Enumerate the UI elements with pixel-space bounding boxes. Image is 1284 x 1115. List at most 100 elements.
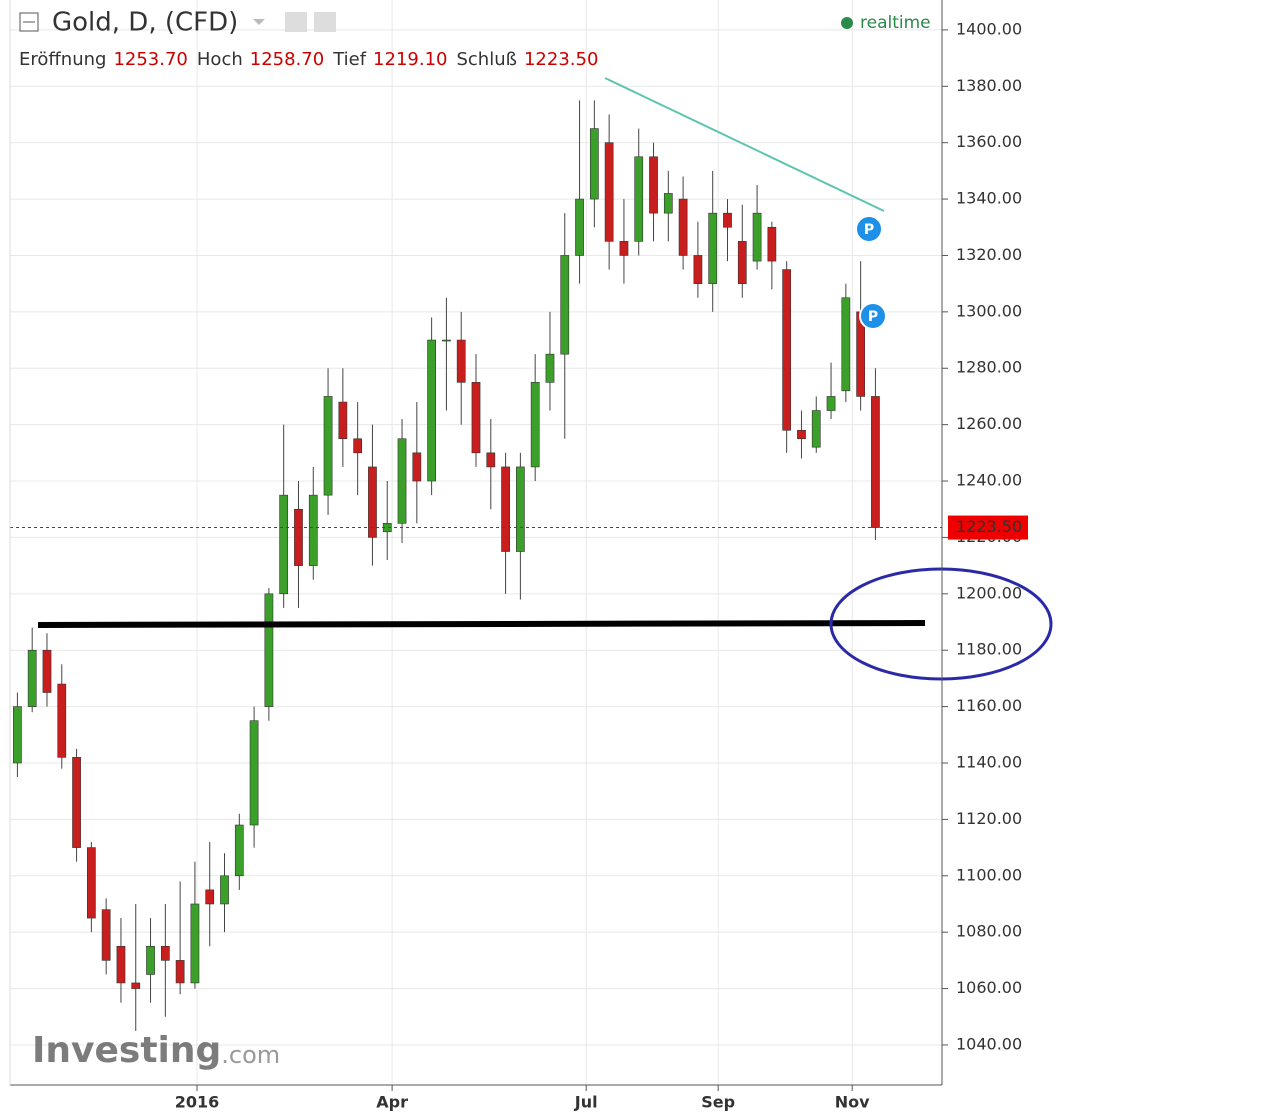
candle-body — [737, 241, 747, 284]
candle-body — [767, 226, 777, 262]
legend-label: Eröffnung — [19, 49, 106, 70]
candle-body — [708, 212, 718, 284]
legend-value: 1253.70 — [113, 49, 187, 70]
candle-body — [663, 193, 673, 214]
candle-body — [811, 410, 821, 448]
legend-value: 1258.70 — [250, 49, 324, 70]
event-marker — [859, 302, 887, 330]
chart-title: Gold, D, (CFD) — [52, 8, 238, 38]
candle-body — [205, 889, 215, 905]
event-marker-label: P — [868, 309, 878, 325]
candle-body — [101, 909, 111, 961]
y-tick-label: 1360.00 — [956, 132, 1022, 151]
candle-body — [634, 156, 644, 242]
y-tick-label: 1300.00 — [956, 301, 1022, 320]
eye-button[interactable] — [285, 12, 307, 32]
candle-body — [412, 452, 422, 482]
support-line — [37, 620, 926, 628]
y-tick-label: 1380.00 — [956, 76, 1022, 95]
highlight-ellipse — [829, 567, 1053, 681]
y-tick-label: 1160.00 — [956, 696, 1022, 715]
candle-body — [323, 396, 333, 496]
candle-body — [353, 438, 363, 454]
event-marker-label: P — [864, 222, 874, 238]
candle-body — [530, 382, 540, 468]
x-tick-label: Sep — [701, 1093, 735, 1112]
last-price-tag — [948, 515, 1028, 540]
candle-body — [57, 683, 67, 758]
candle-body — [190, 903, 200, 984]
candle-body — [826, 396, 836, 411]
candle-body — [545, 353, 555, 383]
candle-body — [589, 128, 599, 200]
candle-body — [797, 429, 806, 440]
candle-body — [427, 339, 436, 482]
legend-value: 1223.50 — [524, 49, 598, 70]
status: realtime — [860, 13, 931, 33]
event-marker — [855, 215, 883, 243]
candle-body — [442, 339, 451, 342]
candle-body — [678, 198, 688, 256]
y-tick-label: 1240.00 — [956, 471, 1022, 490]
candle-body — [279, 494, 289, 595]
candle-body — [160, 945, 170, 961]
trend-line — [604, 77, 885, 212]
y-tick-label: 1260.00 — [956, 414, 1022, 433]
candle-body — [604, 142, 614, 242]
y-tick-label: 1340.00 — [956, 189, 1022, 208]
candle-body — [456, 339, 466, 383]
y-tick-label: 1120.00 — [956, 809, 1022, 828]
x-tick-label: Apr — [376, 1093, 408, 1112]
candle-body — [294, 508, 303, 566]
candle-body — [13, 706, 22, 764]
candle-body — [560, 255, 570, 355]
x-tick-label: Jul — [574, 1093, 598, 1112]
candle-body — [146, 945, 155, 975]
status-dot — [841, 17, 853, 29]
candle-body — [649, 156, 658, 214]
candle-body — [693, 255, 703, 284]
x-tick-label: Nov — [835, 1093, 870, 1112]
settings-button[interactable] — [314, 12, 336, 32]
candle-body — [131, 982, 141, 989]
watermark-suffix: .com — [221, 1041, 280, 1069]
last-price-label: 1223.50 — [956, 517, 1022, 536]
y-tick-label: 1040.00 — [956, 1034, 1022, 1053]
candle-body — [72, 757, 81, 848]
candle-body — [516, 466, 525, 552]
candle-body — [308, 494, 318, 566]
y-tick-label: 1080.00 — [956, 922, 1022, 941]
y-tick-label: 1180.00 — [956, 640, 1022, 659]
candle-body — [871, 396, 880, 528]
candle-body — [368, 466, 377, 538]
candle-body — [471, 382, 481, 454]
y-tick-label: 1100.00 — [956, 865, 1022, 884]
legend-label: Hoch — [197, 49, 243, 70]
candle-body — [575, 198, 584, 256]
candle-body — [42, 649, 52, 693]
legend-label: Tief — [332, 49, 367, 70]
candle-body — [619, 241, 629, 256]
y-tick-label: 1200.00 — [956, 583, 1022, 602]
candle-body — [752, 212, 762, 262]
legend-value: 1219.10 — [373, 49, 447, 70]
y-tick-label: 1280.00 — [956, 358, 1022, 377]
candle-body — [723, 212, 732, 228]
candle-body — [841, 297, 851, 392]
candle-body — [27, 649, 37, 707]
x-tick-label: 2016 — [175, 1093, 220, 1112]
y-tick-label: 1060.00 — [956, 978, 1022, 997]
candle-body — [397, 438, 407, 524]
candle-body — [175, 960, 185, 984]
candle-body — [249, 720, 259, 826]
candle-body — [486, 452, 496, 468]
watermark: Investing — [32, 1030, 221, 1071]
candle-body — [501, 466, 510, 552]
candle-body — [234, 824, 244, 877]
candle-body — [86, 847, 96, 919]
y-tick-label: 1400.00 — [956, 19, 1022, 38]
dropdown-icon[interactable] — [253, 19, 265, 25]
candle-body — [782, 269, 792, 431]
candle-body — [338, 401, 348, 440]
